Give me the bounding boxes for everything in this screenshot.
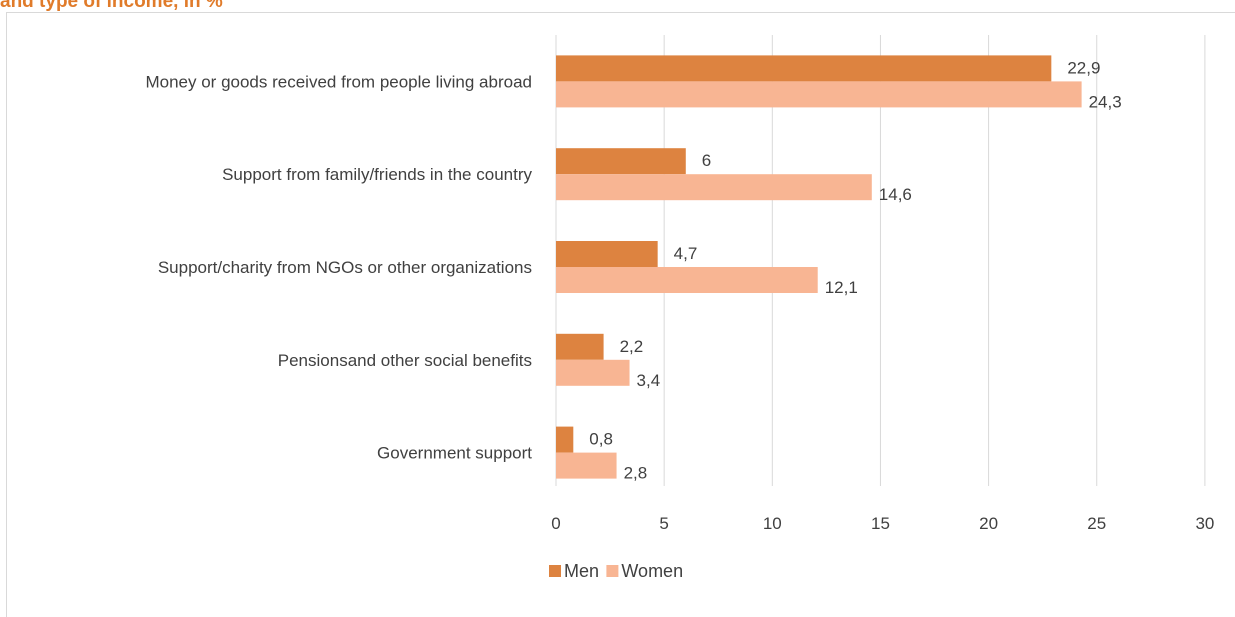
gridlines [555,35,1206,486]
legend: Men Women [549,561,683,581]
bar-men [556,241,658,267]
data-label: 0,8 [589,430,613,449]
x-tick-label: 25 [1087,514,1106,533]
data-label: 6 [702,151,711,170]
legend-swatch-men [549,565,561,577]
category-label: Support from family/friends in the count… [222,165,532,184]
data-label: 12,1 [825,278,858,297]
category-labels: Money or goods received from people livi… [145,72,532,462]
data-label: 4,7 [674,244,698,263]
x-tick-labels: 0 5 10 15 20 25 30 [551,514,1214,533]
bar-women [556,174,872,201]
bar-men [556,426,574,453]
data-label: 24,3 [1089,92,1122,111]
data-label: 14,6 [879,185,912,204]
legend-swatch-women [606,565,619,577]
title-rule [6,12,1235,13]
bars: 22,9 24,3 6 14,6 4,7 12,1 2,2 3,4 0,8 2,8 [556,55,1122,483]
data-label: 2,8 [624,464,648,483]
category-label: Money or goods received from people livi… [145,72,532,91]
data-label: 22,9 [1067,58,1100,77]
bar-men [556,148,686,175]
bar-men [556,333,604,360]
category-label: Government support [377,444,532,463]
chart-title: and type of income, in % [0,0,223,12]
x-tick-label: 0 [551,514,560,533]
bar-women [556,267,818,293]
bar-women [556,81,1082,108]
bar-women [556,452,617,479]
data-label: 3,4 [637,371,661,390]
legend-label-women: Women [621,561,683,581]
legend-label-men: Men [564,561,599,581]
x-tick-label: 10 [763,514,782,533]
category-label: Pensionsand other social benefits [278,351,532,370]
x-tick-label: 5 [659,514,668,533]
x-tick-label: 20 [979,514,998,533]
chart-border [6,12,7,617]
x-tick-label: 15 [871,514,890,533]
bar-women [556,359,630,386]
bar-men [556,55,1052,82]
x-tick-label: 30 [1195,514,1214,533]
data-label: 2,2 [620,337,644,356]
category-label: Support/charity from NGOs or other organ… [158,258,532,277]
